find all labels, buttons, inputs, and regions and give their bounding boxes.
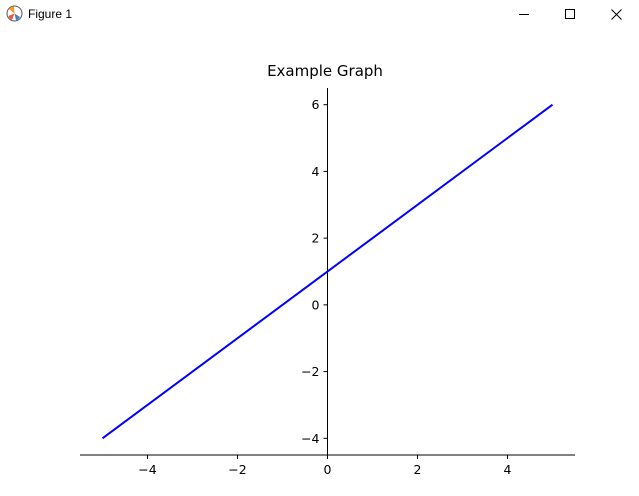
x-tick-label: 4 bbox=[504, 462, 512, 477]
chart-title: Example Graph bbox=[267, 62, 383, 80]
close-button[interactable] bbox=[593, 0, 639, 28]
maximize-icon bbox=[564, 8, 575, 19]
x-tick-label: −4 bbox=[138, 462, 156, 477]
y-tick-label: 0 bbox=[312, 297, 320, 312]
window-title: Figure 1 bbox=[28, 7, 73, 21]
y-tick-label: −4 bbox=[301, 431, 319, 446]
y-tick-label: 4 bbox=[312, 164, 320, 179]
minimize-button[interactable] bbox=[501, 0, 547, 28]
x-tick-label: 2 bbox=[414, 462, 422, 477]
y-tick-label: 6 bbox=[312, 97, 320, 112]
close-icon bbox=[610, 8, 622, 20]
figure-canvas: Example Graph −4 −2 0 2 4 −4 −2 0 2 4 6 bbox=[0, 28, 639, 496]
matplotlib-icon bbox=[6, 5, 23, 22]
x-tick-label: 0 bbox=[324, 462, 332, 477]
y-tick-label: 2 bbox=[312, 231, 320, 246]
minimize-icon bbox=[518, 13, 529, 15]
line-chart: −4 −2 0 2 4 −4 −2 0 2 4 6 bbox=[80, 88, 575, 477]
maximize-button[interactable] bbox=[547, 0, 593, 28]
x-tick-label: −2 bbox=[228, 462, 246, 477]
series-line bbox=[101, 103, 554, 440]
y-tick-label: −2 bbox=[301, 364, 319, 379]
title-bar: Figure 1 bbox=[0, 0, 639, 28]
